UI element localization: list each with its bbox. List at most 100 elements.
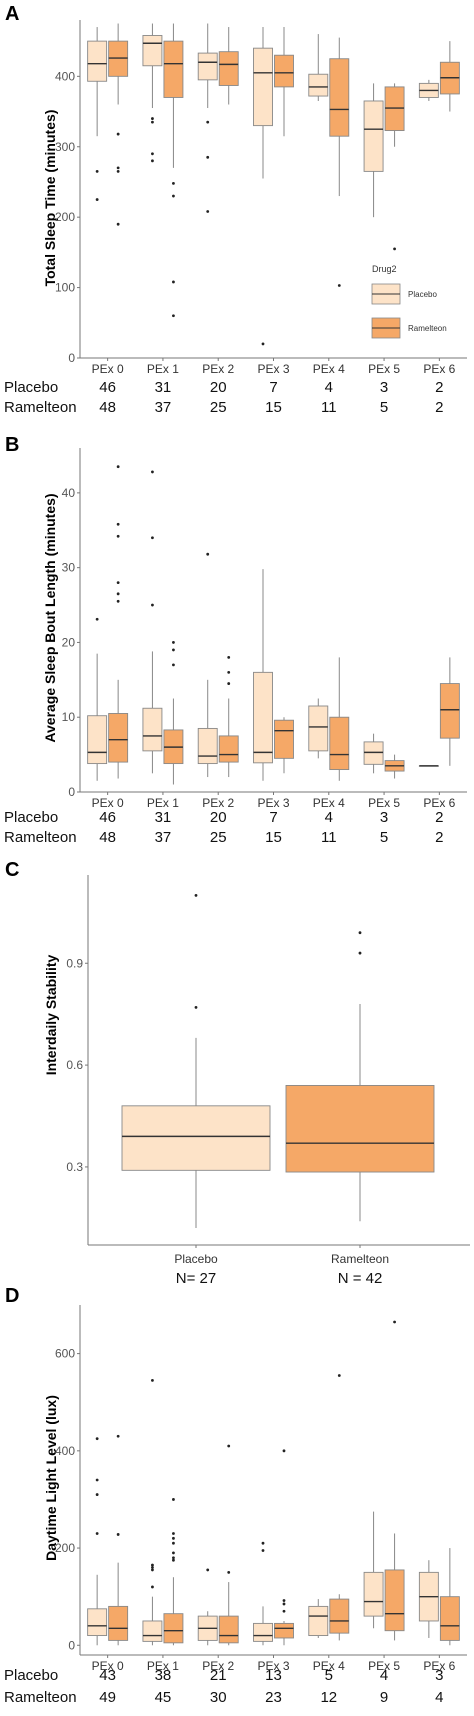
box <box>274 1622 294 1639</box>
outlier-point <box>95 169 99 173</box>
outlier-point <box>206 210 210 213</box>
count-ramelteon: 9 <box>380 1689 388 1706</box>
box-placebo-pex-2 <box>197 1568 218 1646</box>
box <box>253 1622 273 1642</box>
box <box>363 100 384 172</box>
x-tick-label: PEx 0 <box>92 1659 124 1673</box>
outlier-point <box>194 893 198 897</box>
outlier-point <box>172 1536 175 1540</box>
box-ramelteon-pex-3 <box>274 717 294 774</box>
outlier-point <box>337 284 341 287</box>
y-tick-label: 0 <box>68 785 75 799</box>
count-ramelteon: 5 <box>380 829 388 846</box>
panel-d-letter: D <box>5 1285 19 1307</box>
count-ramelteon: 15 <box>265 399 282 416</box>
counts-row-label-ramelteon: Ramelteon <box>4 1689 77 1706</box>
y-tick-label: 200 <box>55 1541 75 1555</box>
box-placebo-pex-5 <box>363 1511 384 1629</box>
box <box>329 1598 350 1634</box>
outlier-point <box>151 1585 154 1589</box>
outlier-point <box>172 194 175 198</box>
box <box>363 1571 384 1617</box>
outlier-point <box>116 1434 120 1438</box>
box <box>363 741 384 765</box>
box-placebo-pex-0 <box>87 1437 108 1646</box>
box-ramelteon-pex-4 <box>329 37 350 287</box>
count-ramelteon: 37 <box>155 829 172 846</box>
panel-b-letter: B <box>5 434 19 456</box>
y-tick-label: 0 <box>68 351 75 365</box>
box-placebo-pex-3 <box>253 27 273 346</box>
legend-label-placebo: Placebo <box>408 290 437 299</box>
x-tick-label: PEx 1 <box>147 362 179 376</box>
box <box>439 683 460 739</box>
box <box>329 716 350 771</box>
outlier-point <box>95 1532 99 1535</box>
y-tick-label: 100 <box>55 281 75 295</box>
count-ramelteon: 2 <box>435 399 443 416</box>
outlier-point <box>172 1556 175 1560</box>
outlier-point <box>393 247 396 251</box>
outlier-point <box>172 314 175 318</box>
box-ramelteon-pex-2 <box>218 655 239 778</box>
x-tick-label: PEx 3 <box>257 796 289 810</box>
y-tick-label: 400 <box>55 1444 75 1458</box>
box <box>163 1613 184 1644</box>
x-tick-label: PEx 6 <box>423 362 455 376</box>
outlier-point <box>116 169 120 173</box>
outlier-point <box>172 648 175 652</box>
x-tick-label: PEx 6 <box>423 1659 455 1673</box>
x-tick-label: PEx 2 <box>202 796 234 810</box>
count-label: N = 42 <box>338 1270 383 1287</box>
count-ramelteon: 4 <box>435 1689 443 1706</box>
x-tick-label: PEx 1 <box>147 796 179 810</box>
box-placebo-pex-5 <box>363 83 384 218</box>
x-tick-label: PEx 0 <box>92 796 124 810</box>
box <box>253 47 273 127</box>
count-placebo: 3 <box>435 1667 443 1684</box>
panel-c: C Interdaily Stability 0.3 0.6 0.9 Placebo N… <box>5 859 470 1287</box>
count-ramelteon: 25 <box>210 829 227 846</box>
panel-a-plot: 0 100 200 300 400 PEx 0 PEx 1 PEx 2 PEx 3 PEx 4 PE… <box>55 20 467 376</box>
count-placebo: 20 <box>210 809 227 826</box>
outlier-point <box>206 552 210 556</box>
box <box>142 35 163 67</box>
panel-d-plot: 0 200 400 600 PEx 0 PEx 1 PEx 2 PEx 3 PEx 4 PEx 5… <box>55 1305 467 1673</box>
outlier-point <box>194 1005 198 1009</box>
count-placebo: 43 <box>99 1667 116 1684</box>
outlier-point <box>151 1563 154 1567</box>
outlier-point <box>282 1449 286 1453</box>
outlier-point <box>227 1570 231 1574</box>
outlier-point <box>227 1444 231 1448</box>
box-ramelteon-pex-1 <box>163 641 184 785</box>
x-tick-label: PEx 5 <box>368 1659 400 1673</box>
count-placebo: 2 <box>435 809 443 826</box>
outlier-point <box>151 1378 154 1382</box>
outlier-point <box>282 1609 286 1613</box>
panel-a-ylabel: Total Sleep Time (minutes) <box>42 110 58 287</box>
outlier-point <box>261 1541 265 1545</box>
y-tick-label: 0.9 <box>66 956 83 970</box>
count-ramelteon: 23 <box>265 1689 282 1706</box>
count-ramelteon: 25 <box>210 399 227 416</box>
panel-d-ylabel: Daytime Light Level (lux) <box>43 1395 59 1561</box>
outlier-point <box>261 342 265 346</box>
x-tick-label: PEx 3 <box>257 1659 289 1673</box>
outlier-point <box>261 1549 265 1552</box>
box-ramelteon-pex-0 <box>108 23 129 226</box>
x-tick-label: PEx 3 <box>257 362 289 376</box>
legend-title: Drug2 <box>372 264 397 274</box>
box-placebo-pex-5 <box>363 733 384 774</box>
count-ramelteon: 37 <box>155 399 172 416</box>
count-label: N= 27 <box>176 1270 216 1287</box>
count-ramelteon: 30 <box>210 1689 227 1706</box>
outlier-point <box>172 1558 175 1562</box>
outlier-point <box>95 1437 99 1441</box>
outlier-point <box>172 1551 175 1555</box>
panel-a-legend: Drug2 Placebo Ramelteon <box>371 264 447 339</box>
outlier-point <box>116 132 120 136</box>
x-tick-label: PEx 0 <box>92 362 124 376</box>
box-ramelteon-pex-3 <box>274 1449 294 1646</box>
outlier-point <box>151 159 154 163</box>
y-tick-label: 200 <box>55 210 75 224</box>
